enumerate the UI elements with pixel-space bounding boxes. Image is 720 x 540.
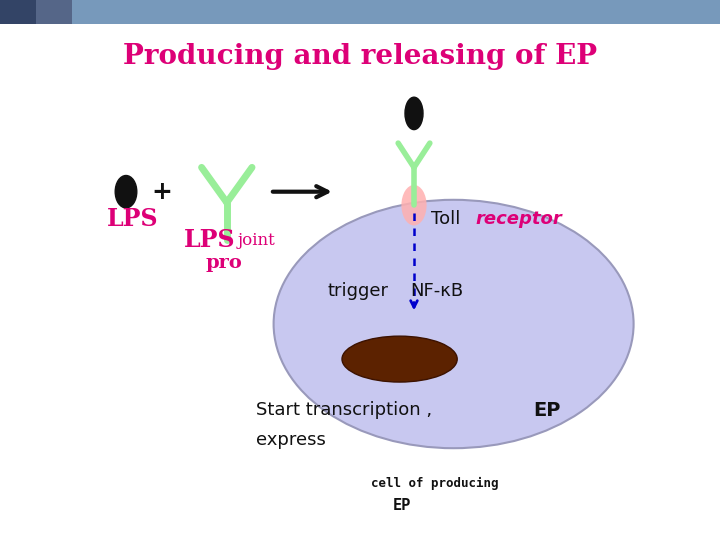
Text: trigger: trigger (328, 281, 389, 300)
Text: NF-κB: NF-κB (410, 281, 464, 300)
Bar (0, 0, 720, 24)
Text: joint: joint (238, 232, 275, 249)
Text: LPS: LPS (107, 207, 158, 231)
Text: Start transcription ,: Start transcription , (256, 401, 432, 420)
Text: cell of producing: cell of producing (371, 477, 498, 490)
Text: Toll: Toll (431, 210, 460, 228)
Text: receptor: receptor (476, 210, 562, 228)
Ellipse shape (115, 176, 137, 208)
Text: LPS: LPS (184, 228, 235, 252)
Text: EP: EP (392, 498, 410, 514)
Text: EP: EP (533, 401, 560, 420)
Ellipse shape (274, 200, 634, 448)
Ellipse shape (401, 185, 426, 226)
Bar (0, 0, 36, 24)
Ellipse shape (405, 97, 423, 130)
Text: +: + (152, 180, 172, 204)
Bar (36, 0, 72, 24)
Ellipse shape (342, 336, 457, 382)
Text: Producing and releasing of EP: Producing and releasing of EP (123, 43, 597, 70)
Text: express: express (256, 431, 325, 449)
Text: pro: pro (205, 254, 242, 272)
